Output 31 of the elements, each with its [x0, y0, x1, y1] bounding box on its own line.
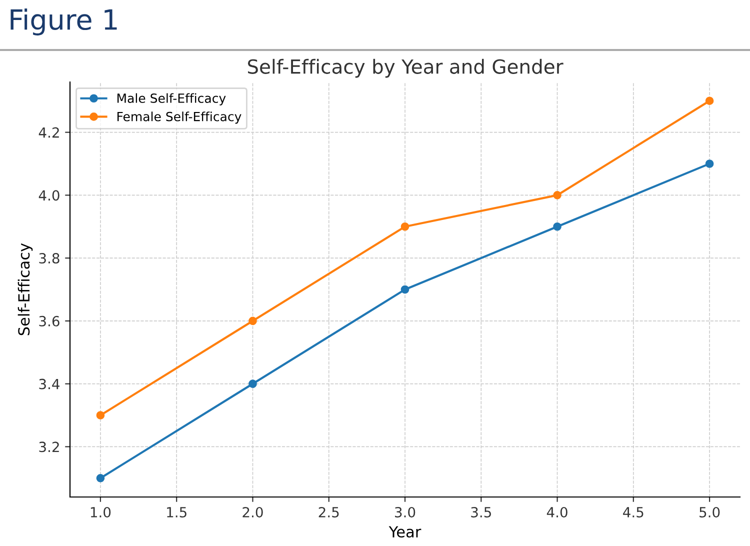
y-tick-label: 3.2	[39, 442, 59, 452]
point	[705, 96, 714, 106]
point	[96, 411, 105, 420]
chart-title: Self-Efficacy by Year and Gender	[248, 58, 564, 78]
x-axis-title: Year	[388, 526, 422, 538]
y-tick-label: 4.0	[38, 190, 60, 201]
y-tick-label: 3.8	[39, 253, 60, 264]
legend-label: Female Self-Efficacy	[117, 112, 242, 124]
x-tick-label: 1.5	[167, 507, 186, 518]
point	[400, 285, 410, 294]
x-tick-label: 4.5	[623, 507, 644, 518]
point	[553, 222, 562, 231]
x-tick-label: 2.5	[318, 506, 339, 518]
point	[248, 316, 257, 326]
point	[400, 222, 410, 231]
legend-label: Male Self-Efficacy	[117, 93, 226, 106]
x-tick-label: 4.0	[546, 506, 568, 518]
y-tick-label: 4.2	[38, 127, 59, 138]
point	[553, 191, 562, 200]
caption: Figure 1	[10, 8, 117, 36]
y-axis-title: Self-Efficacy	[18, 243, 33, 336]
point	[248, 380, 257, 388]
point	[96, 474, 105, 482]
x-tick-label: 5.0	[700, 506, 720, 518]
x-tick-label: 3.0	[395, 506, 416, 518]
y-tick-label: 3.4	[39, 378, 60, 390]
x-tick-label: 3.5	[471, 506, 491, 518]
x-tick-label: 2.0	[242, 506, 263, 518]
y-tick-label: 3.6	[39, 316, 60, 326]
point	[705, 160, 714, 168]
x-tick-label: 1.0	[90, 506, 111, 518]
